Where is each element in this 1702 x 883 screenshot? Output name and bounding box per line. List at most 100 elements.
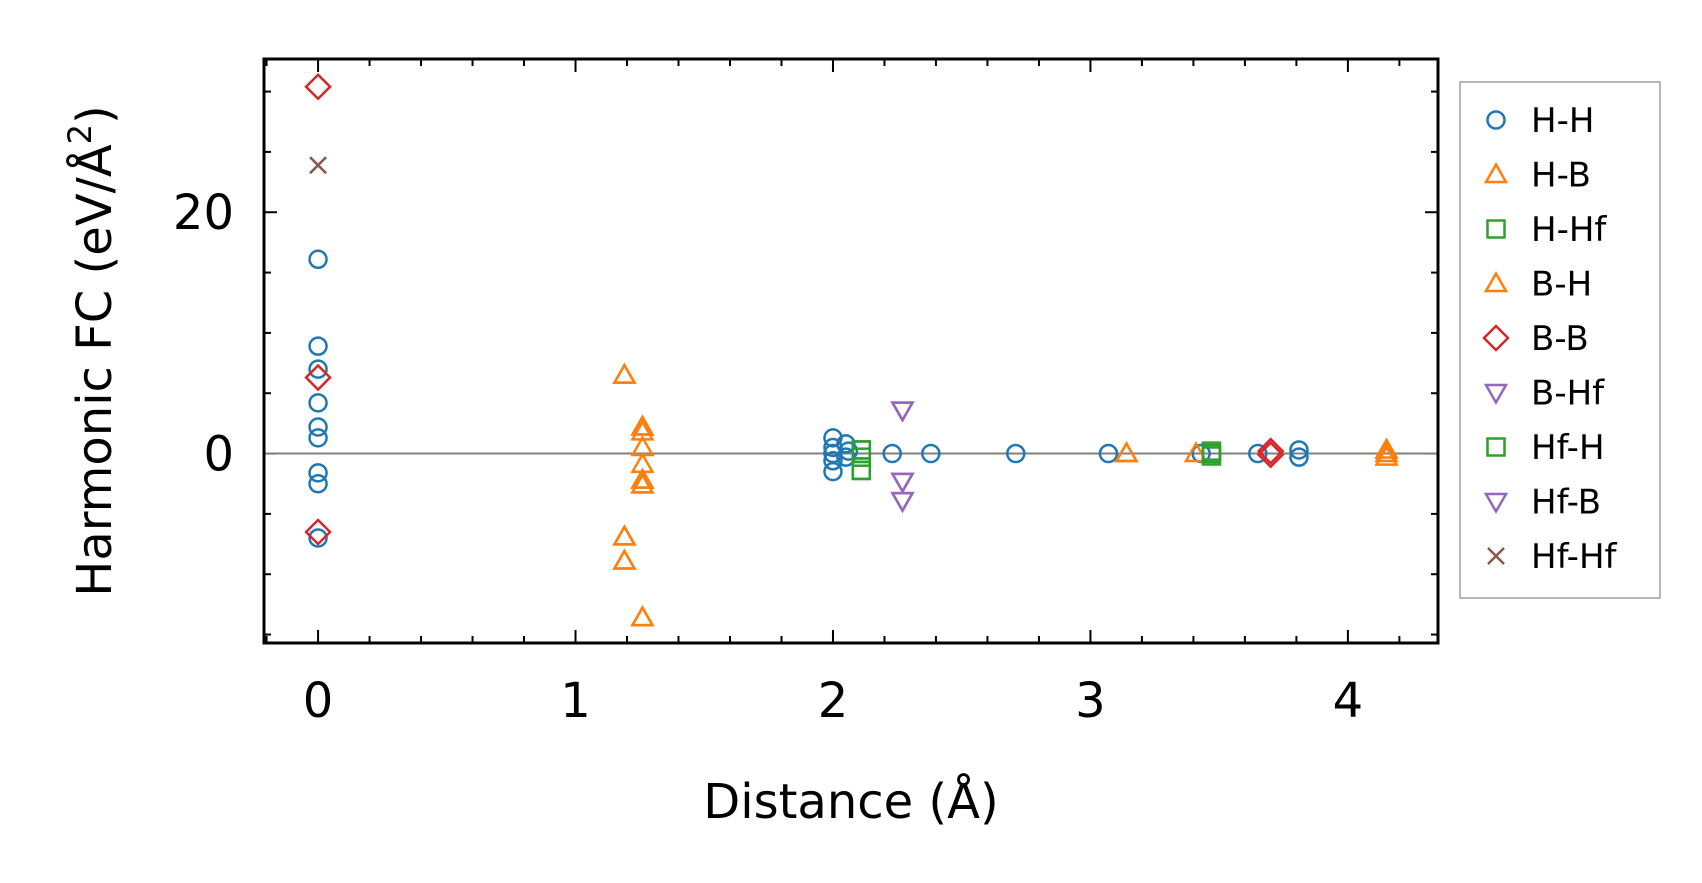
point-h-h — [308, 249, 328, 270]
y-axis-label-close: ) — [67, 105, 123, 124]
x-tick-label: 2 — [818, 673, 849, 729]
point-b-h — [630, 467, 655, 489]
tick-labels: 0 1 2 3 4 0 20 — [173, 185, 1363, 729]
legend-label: Hf-H — [1531, 428, 1605, 468]
y-tick-label: 0 — [203, 427, 234, 483]
legend-entry-hf-b: Hf-B — [1483, 483, 1601, 523]
point-b-hf — [890, 401, 915, 423]
legend: H-H H-B H-Hf B-H B-B B-Hf Hf-H Hf-B Hf-Hf — [1459, 81, 1661, 599]
legend-entry-hf-hf: Hf-Hf — [1487, 537, 1618, 577]
point-h-b — [1183, 441, 1209, 463]
point-b-hf — [890, 472, 915, 494]
legend-label: H-H — [1531, 101, 1594, 141]
y-axis-label-superscript: 2 — [61, 124, 99, 144]
point-h-b — [612, 524, 637, 546]
point-h-b — [1114, 441, 1139, 463]
point-b-h — [612, 362, 637, 384]
legend-marker-b-hf — [1483, 383, 1509, 406]
legend-marker-hf-hf — [1487, 547, 1505, 565]
data-points — [304, 72, 1399, 627]
x-axis-label: Distance (Å) — [703, 773, 998, 830]
point-b-b — [304, 72, 332, 101]
point-hf-b — [890, 401, 915, 423]
point-b-b — [1256, 441, 1285, 469]
series-b-b — [304, 72, 1285, 546]
point-hf-b — [890, 491, 915, 514]
legend-label: B-Hf — [1531, 374, 1605, 414]
point-h-h — [308, 428, 328, 448]
point-b-h — [630, 414, 655, 436]
point-b-b — [304, 518, 332, 546]
legend-marker-b-h — [1483, 270, 1509, 293]
point-hf-b — [890, 472, 915, 494]
point-hf-h — [1201, 443, 1222, 464]
legend-label: H-B — [1531, 156, 1591, 196]
series-b-h — [612, 362, 1399, 627]
legend-label: Hf-B — [1531, 483, 1601, 523]
x-tick-label: 0 — [303, 673, 334, 729]
legend-marker-h-h — [1486, 110, 1506, 130]
point-h-h — [823, 451, 843, 471]
legend-label: H-Hf — [1531, 210, 1607, 250]
point-h-h — [1006, 443, 1026, 464]
legend-marker-b-b — [1482, 324, 1510, 352]
x-tick-label: 1 — [560, 673, 591, 729]
plot-frame — [262, 57, 1440, 645]
point-h-h — [308, 473, 328, 494]
point-h-h — [1248, 443, 1268, 464]
legend-label: B-H — [1531, 265, 1592, 305]
legend-marker-hf-b — [1483, 492, 1509, 515]
point-b-hf — [890, 491, 915, 514]
series-hf-hf — [309, 156, 327, 175]
point-b-h — [1374, 441, 1399, 463]
point-h-h — [308, 393, 328, 413]
series-h-h — [308, 249, 1309, 548]
legend-entry-h-hf: H-Hf — [1486, 210, 1607, 250]
legend-entry-h-b: H-B — [1483, 156, 1591, 196]
point-h-h — [308, 359, 328, 379]
point-hf-h — [851, 460, 872, 481]
point-h-h — [1098, 443, 1119, 464]
point-h-b — [1374, 444, 1399, 466]
legend-marker-h-b — [1483, 161, 1509, 184]
point-b-b — [304, 363, 332, 392]
point-b-h — [630, 605, 655, 627]
x-tick-label: 3 — [1075, 673, 1106, 729]
legend-entry-b-h: B-H — [1483, 265, 1592, 305]
legend-marker-hf-h — [1486, 437, 1506, 457]
y-tick-label: 20 — [173, 185, 234, 241]
point-h-h — [1289, 440, 1309, 460]
point-h-h — [308, 417, 328, 437]
point-h-h — [308, 528, 328, 548]
legend-label: B-B — [1531, 319, 1589, 359]
point-b-b — [1256, 437, 1285, 465]
legend-label: Hf-Hf — [1531, 537, 1618, 577]
point-h-h — [921, 443, 941, 464]
point-h-b — [612, 548, 637, 570]
point-h-h — [1289, 447, 1309, 467]
series-h-b — [612, 362, 1399, 627]
point-h-b — [630, 605, 655, 627]
point-b-h — [612, 524, 637, 546]
point-b-h — [612, 548, 637, 570]
point-h-h — [308, 336, 328, 356]
point-h-b — [612, 362, 637, 384]
point-hf-hf — [309, 156, 327, 175]
legend-entry-b-b: B-B — [1482, 319, 1589, 359]
point-b-h — [630, 472, 655, 494]
legend-marker-h-hf — [1486, 219, 1506, 239]
point-h-b — [1374, 437, 1399, 459]
point-h-h — [823, 461, 843, 482]
series-hf-h — [851, 440, 1222, 481]
ticks — [264, 59, 1438, 643]
point-b-h — [1114, 441, 1139, 463]
x-tick-label: 4 — [1333, 673, 1364, 729]
y-axis-label-main: Harmonic FC (eV/Å — [66, 144, 123, 597]
y-axis-label: Harmonic FC (eV/Å2) — [61, 105, 123, 597]
point-h-h — [308, 463, 328, 483]
legend-entry-h-h: H-H — [1486, 101, 1594, 141]
point-h-h — [882, 443, 902, 464]
point-h-h — [838, 441, 859, 461]
point-hf-h — [851, 440, 872, 460]
